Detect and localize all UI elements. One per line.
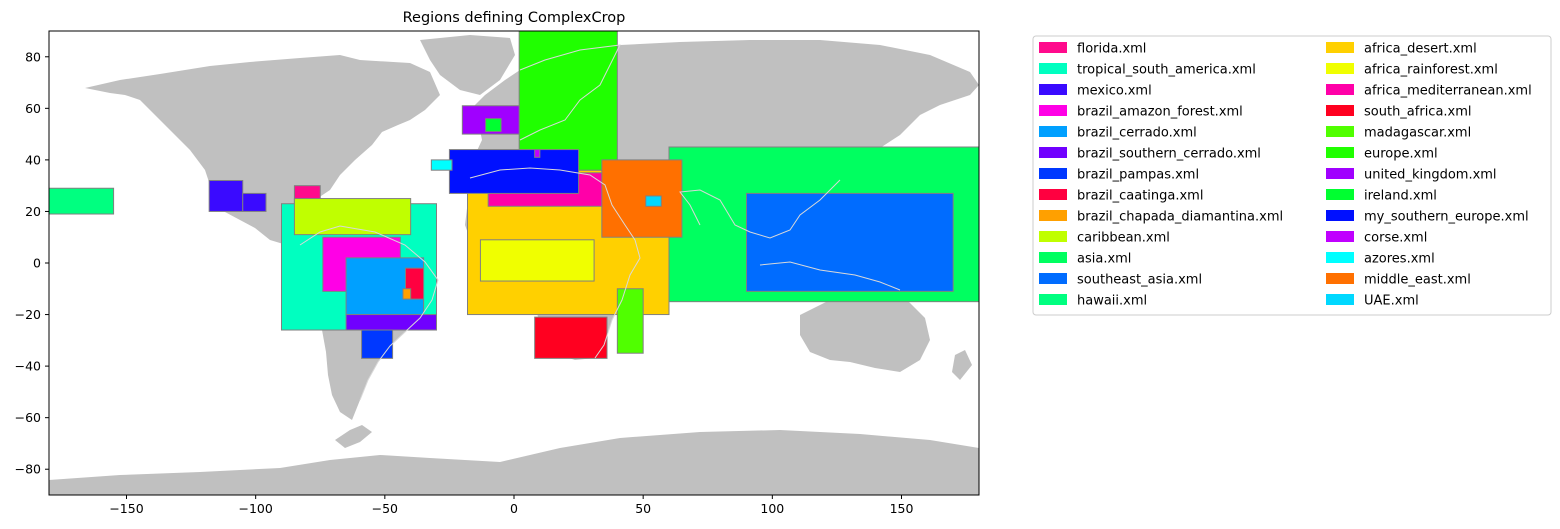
y-tick-label: −20 (15, 307, 41, 322)
legend-box (1032, 35, 1552, 316)
legend-swatch (1326, 210, 1354, 221)
x-tick-label: −150 (109, 501, 143, 516)
legend-label: brazil_pampas.xml (1077, 168, 1199, 183)
legend-label: asia.xml (1077, 252, 1131, 267)
y-tick-label: −40 (15, 359, 41, 374)
x-tick-label: 150 (890, 501, 914, 516)
land-antarctic-peninsula (335, 425, 372, 448)
legend-swatch (1039, 252, 1067, 263)
legend-label: africa_rainforest.xml (1364, 63, 1498, 78)
legend-label: africa_desert.xml (1364, 42, 1477, 57)
region-my-southern-europe (448, 149, 580, 194)
legend-label: mexico.xml (1077, 84, 1152, 99)
legend-label: ireland.xml (1364, 189, 1437, 204)
land-australia (800, 290, 930, 372)
legend-swatch (1326, 63, 1354, 74)
land-north-america (85, 55, 440, 246)
region-hawaii (49, 187, 115, 215)
y-tick-label: 60 (25, 101, 41, 116)
y-tick-label: 20 (25, 204, 41, 219)
legend-swatch (1326, 294, 1354, 305)
regions-layer (49, 31, 979, 359)
region-madagascar (616, 288, 644, 354)
y-tick-label: 0 (33, 256, 41, 271)
legend-swatch (1039, 63, 1067, 74)
legend-swatch (1326, 231, 1354, 242)
legend-label: azores.xml (1364, 252, 1435, 267)
legend-label: UAE.xml (1364, 294, 1419, 309)
region-ireland (485, 118, 502, 133)
land-new-zealand (952, 350, 972, 380)
legend-label: south_africa.xml (1364, 105, 1472, 120)
legend-swatch (1039, 189, 1067, 200)
legend-swatch (1039, 294, 1067, 305)
region-azores (430, 159, 453, 171)
legend-swatch (1326, 42, 1354, 53)
region-mexico-part-1 (208, 180, 244, 212)
legend-swatch (1326, 84, 1354, 95)
legend-swatch (1326, 252, 1354, 263)
region-caribbean (293, 198, 412, 236)
legend-label: tropical_south_america.xml (1077, 63, 1256, 78)
legend-swatch (1039, 42, 1067, 53)
legend-label: hawaii.xml (1077, 294, 1147, 309)
x-tick-label: 50 (635, 501, 651, 516)
region-brazil-pampas (361, 329, 394, 359)
region-europe (518, 31, 618, 171)
region-mexico-part-2 (242, 192, 267, 212)
region-corse (534, 149, 541, 158)
region-UAE (645, 195, 662, 207)
x-tick-label: 0 (510, 501, 518, 516)
region-south-africa (534, 316, 608, 359)
legend-swatch (1039, 84, 1067, 95)
legend-swatch (1039, 231, 1067, 242)
region-middle-east (601, 159, 683, 238)
legend-label: my_southern_europe.xml (1364, 210, 1529, 225)
x-tick-label: −100 (238, 501, 272, 516)
legend-label: brazil_chapada_diamantina.xml (1077, 210, 1283, 225)
axis-ticks: −150 −100 −50 0 50 100 150 −80 −60 −40 −20 0 20 40 60 8… (15, 49, 914, 516)
y-tick-label: 80 (25, 49, 41, 64)
legend: florida.xml tropical_south_america.xmlmex… (1039, 42, 1532, 309)
legend-label: brazil_amazon_forest.xml (1077, 105, 1243, 120)
x-tick-label: −50 (372, 501, 398, 516)
region-southeast-asia (746, 192, 954, 292)
legend-label: madagascar.xml (1364, 126, 1471, 141)
legend-swatch (1326, 126, 1354, 137)
chart-title: Regions defining ComplexCrop (403, 10, 626, 26)
legend-label: florida.xml (1077, 42, 1146, 57)
legend-label: brazil_southern_cerrado.xml (1077, 147, 1261, 162)
legend-swatch (1039, 147, 1067, 158)
legend-label: europe.xml (1364, 147, 1438, 162)
land-greenland (420, 35, 515, 95)
legend-label: southeast_asia.xml (1077, 273, 1202, 288)
legend-label: caribbean.xml (1077, 231, 1170, 246)
land-antarctica (49, 430, 979, 495)
legend-swatch (1039, 210, 1067, 221)
legend-swatch (1039, 168, 1067, 179)
legend-swatch (1326, 105, 1354, 116)
coastline-overlay (299, 44, 901, 401)
region-africa-rainforest (479, 239, 595, 282)
region-brazil-southern-cerrado (345, 314, 438, 331)
y-tick-label: 40 (25, 152, 41, 167)
region-brazil-chapada-diamantina (402, 288, 412, 300)
y-tick-label: −60 (15, 410, 41, 425)
legend-swatch (1039, 273, 1067, 284)
legend-swatch (1326, 168, 1354, 179)
legend-label: africa_mediterranean.xml (1364, 84, 1532, 99)
legend-label: brazil_cerrado.xml (1077, 126, 1197, 141)
x-tick-label: 100 (760, 501, 784, 516)
legend-swatch (1326, 147, 1354, 158)
legend-label: brazil_caatinga.xml (1077, 189, 1203, 204)
legend-swatch (1326, 189, 1354, 200)
legend-swatch (1039, 126, 1067, 137)
legend-label: corse.xml (1364, 231, 1427, 246)
legend-swatch (1039, 105, 1067, 116)
legend-label: middle_east.xml (1364, 273, 1471, 288)
legend-label: united_kingdom.xml (1364, 168, 1497, 183)
y-tick-label: −80 (15, 462, 41, 477)
legend-swatch (1326, 273, 1354, 284)
